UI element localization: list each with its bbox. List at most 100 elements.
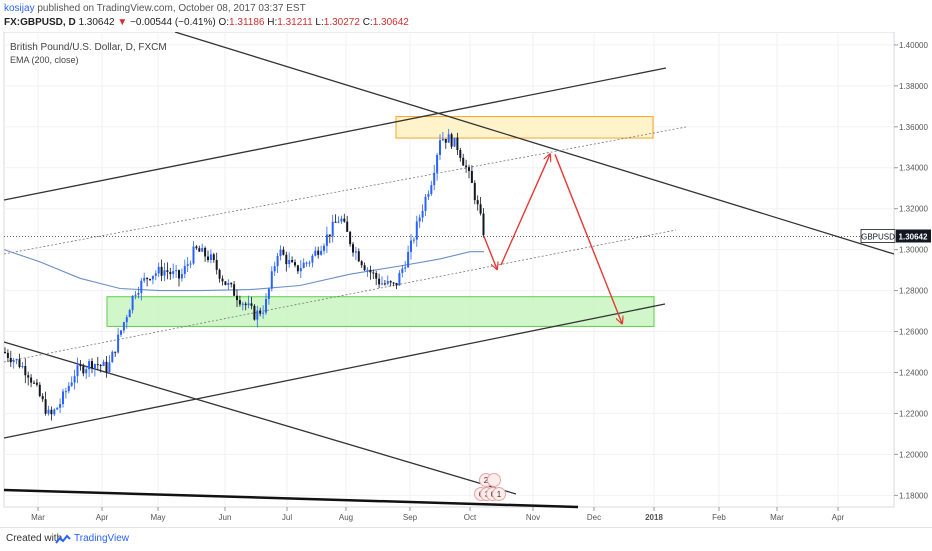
candle-body — [386, 281, 389, 284]
price-chart[interactable]: 26301 1.40000 1.38000 1.36000 1.34000 1.3200… — [0, 31, 932, 525]
candle-body — [372, 272, 375, 274]
x-tick-label: Aug — [339, 513, 353, 522]
ascending-channel-bottom[interactable] — [3, 303, 666, 439]
candle-body — [157, 266, 160, 274]
candle-body — [392, 282, 395, 284]
candle-body — [427, 194, 430, 197]
descending-channel-top[interactable] — [174, 31, 895, 255]
event-markers: 26301 — [474, 473, 506, 501]
publish-info: kosijay published on TradingView.com, Oc… — [4, 3, 306, 14]
candle-body — [447, 134, 450, 143]
candle-body — [6, 352, 9, 359]
candle-body — [143, 277, 146, 281]
candle-body — [35, 382, 38, 385]
candle-body — [41, 396, 44, 400]
candle-body — [462, 157, 465, 166]
y-tick-label: 1.26000 — [899, 328, 928, 337]
candle-body — [125, 317, 128, 323]
ohlc-bar: FX:GBPUSD, D 1.30642 ▼ −0.00544 (−0.41%)… — [4, 17, 409, 28]
candle-body — [378, 278, 381, 285]
candle-body — [305, 262, 308, 264]
candle-body — [9, 358, 12, 363]
candle-body — [456, 137, 459, 151]
candle-body — [154, 273, 157, 276]
symbol-label[interactable]: FX:GBPUSD, D — [4, 17, 76, 28]
candle-body — [160, 266, 163, 276]
x-tick-label: Jun — [219, 513, 232, 522]
chart-title: British Pound/U.S. Dollar, D, FXCM — [10, 42, 167, 53]
candle-body — [62, 391, 64, 405]
ascending-channel-top[interactable] — [3, 67, 667, 201]
candle-body — [221, 278, 224, 282]
candle-body — [323, 245, 325, 251]
event-marker-icon[interactable]: 1 — [492, 487, 506, 501]
candle-body — [180, 273, 183, 279]
candle-body — [453, 137, 456, 147]
candle-body — [444, 138, 447, 143]
candle-body — [70, 382, 73, 386]
candle-body — [163, 270, 166, 276]
candle-body — [418, 217, 421, 222]
price-value-label: 1.30642 — [899, 232, 928, 241]
candle-body — [430, 185, 433, 195]
candle-body — [381, 283, 383, 285]
candle-body — [479, 204, 482, 214]
candle-body — [398, 272, 401, 286]
candle-body — [178, 270, 180, 279]
candle-body — [209, 254, 212, 261]
tradingview-brand[interactable]: TradingView — [74, 533, 130, 544]
candle-body — [366, 269, 369, 271]
candle-body — [215, 259, 218, 270]
x-tick-label: Oct — [464, 513, 477, 522]
candle-body — [82, 366, 85, 374]
candle-body — [192, 246, 195, 264]
x-tick-label: Apr — [96, 513, 109, 522]
x-tick-label: Sep — [403, 513, 418, 522]
candle-body — [241, 303, 244, 305]
candle-body — [24, 366, 27, 376]
candle-body — [250, 303, 253, 306]
candle-body — [256, 310, 259, 320]
candle-body — [421, 210, 424, 218]
candle-body — [93, 364, 96, 369]
open-value: 1.31186 — [229, 17, 265, 28]
x-tick-label: Dec — [587, 513, 601, 522]
x-tick-label: May — [150, 513, 165, 522]
footer: Created with TradingView — [0, 527, 932, 551]
candle-body — [343, 218, 346, 222]
chart-area[interactable]: 26301 1.40000 1.38000 1.36000 1.34000 1.3200… — [0, 31, 932, 525]
candle-body — [265, 298, 267, 313]
candle-body — [244, 303, 247, 306]
ema-line — [3, 249, 484, 292]
resistance-zone[interactable] — [395, 116, 654, 139]
time-axis[interactable]: Mar Apr May Jun Jul Aug Sep Oct Nov Dec 2018 Feb Mar… — [31, 507, 845, 522]
candle-body — [415, 221, 418, 240]
y-tick-label: 1.20000 — [899, 450, 928, 459]
candle-body — [120, 330, 122, 335]
candle-body — [238, 300, 241, 305]
candle-body — [59, 404, 62, 408]
publish-date: published on TradingView.com, October 08… — [37, 3, 306, 14]
candle-body — [44, 399, 47, 414]
candle-body — [276, 256, 279, 267]
plot-frame — [3, 31, 895, 508]
candle-body — [114, 351, 117, 353]
projection-arrow-3[interactable] — [554, 154, 622, 323]
event-marker-label: 1 — [497, 490, 502, 499]
projection-arrow-2[interactable] — [500, 154, 550, 266]
projection-arrow-1[interactable] — [483, 236, 497, 270]
candle-body — [186, 264, 189, 267]
author-link[interactable]: kosijay — [4, 3, 35, 14]
candle-body — [134, 294, 137, 296]
candle-body — [291, 260, 294, 263]
candle-body — [172, 271, 175, 275]
x-tick-label: Apr — [832, 513, 845, 522]
candle-body — [230, 283, 233, 285]
candle-body — [204, 247, 207, 257]
candle-body — [47, 409, 50, 414]
event-marker-icon[interactable] — [487, 473, 501, 487]
long-term-trendline[interactable] — [3, 488, 579, 509]
support-zone[interactable] — [106, 296, 655, 327]
price-axis[interactable]: 1.40000 1.38000 1.36000 1.34000 1.32000 1.300… — [860, 41, 931, 500]
candle-body — [433, 172, 436, 186]
